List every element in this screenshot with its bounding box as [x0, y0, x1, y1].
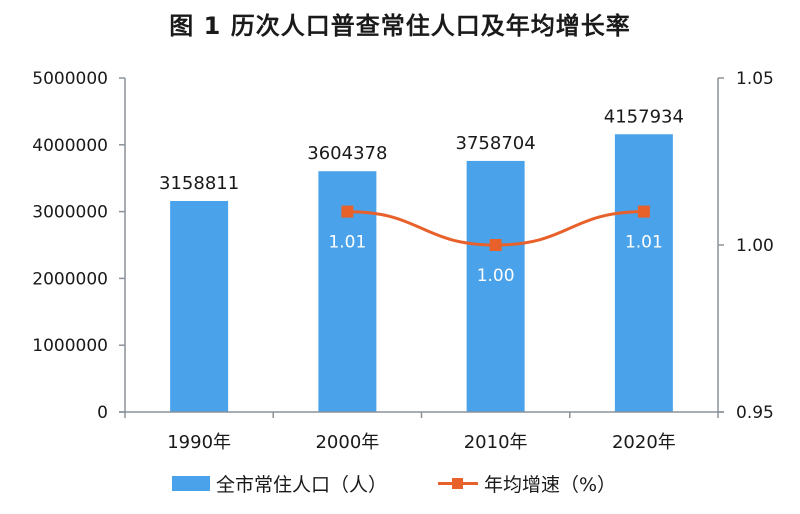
- legend-item-population: 全市常住人口（人）: [172, 470, 387, 497]
- left-tick-label: 2000000: [32, 269, 108, 289]
- left-tick-label: 4000000: [32, 136, 108, 156]
- x-tick-label: 2020年: [612, 432, 676, 453]
- line-marker-swatch-icon: [438, 476, 478, 491]
- bar-value-label: 3604378: [307, 143, 387, 164]
- chart-title: 图 1 历次人口普查常住人口及年均增长率: [169, 12, 631, 40]
- bar-2010年: [466, 160, 525, 412]
- left-tick-label: 0: [97, 403, 108, 423]
- legend-label-growth: 年均增速（%）: [484, 474, 617, 496]
- legend: 全市常住人口（人） 年均增速（%）: [0, 470, 800, 500]
- growth-rate-label: 1.01: [625, 233, 663, 253]
- left-tick-label: 3000000: [32, 203, 108, 223]
- x-tick-label: 2010年: [464, 432, 528, 453]
- bar-2020年: [614, 134, 673, 413]
- growth-rate-label: 1.00: [477, 266, 515, 286]
- legend-label-population: 全市常住人口（人）: [216, 474, 388, 496]
- bar-value-label: 4157934: [604, 106, 684, 127]
- growth-rate-marker: [637, 205, 650, 218]
- x-tick-label: 2000年: [315, 432, 379, 453]
- bar-value-label: 3758704: [456, 133, 536, 154]
- right-tick-label: 1.05: [736, 69, 774, 89]
- growth-rate-marker: [341, 205, 354, 218]
- combo-chart: 3158811 3604378 3758704 4157934 0 1000000 2000…: [32, 69, 774, 453]
- right-tick-label: 1.00: [736, 236, 774, 256]
- left-tick-label: 5000000: [32, 69, 108, 89]
- left-tick-label: 1000000: [32, 336, 108, 356]
- legend-item-growth: 年均增速（%）: [438, 470, 616, 497]
- right-tick-label: 0.95: [736, 403, 774, 423]
- bar-swatch-icon: [172, 476, 210, 491]
- x-tick-label: 1990年: [167, 432, 231, 453]
- growth-rate-marker: [489, 239, 502, 251]
- growth-rate-label: 1.01: [328, 233, 366, 253]
- bar-1990年: [170, 200, 229, 412]
- bar-value-label: 3158811: [159, 173, 239, 194]
